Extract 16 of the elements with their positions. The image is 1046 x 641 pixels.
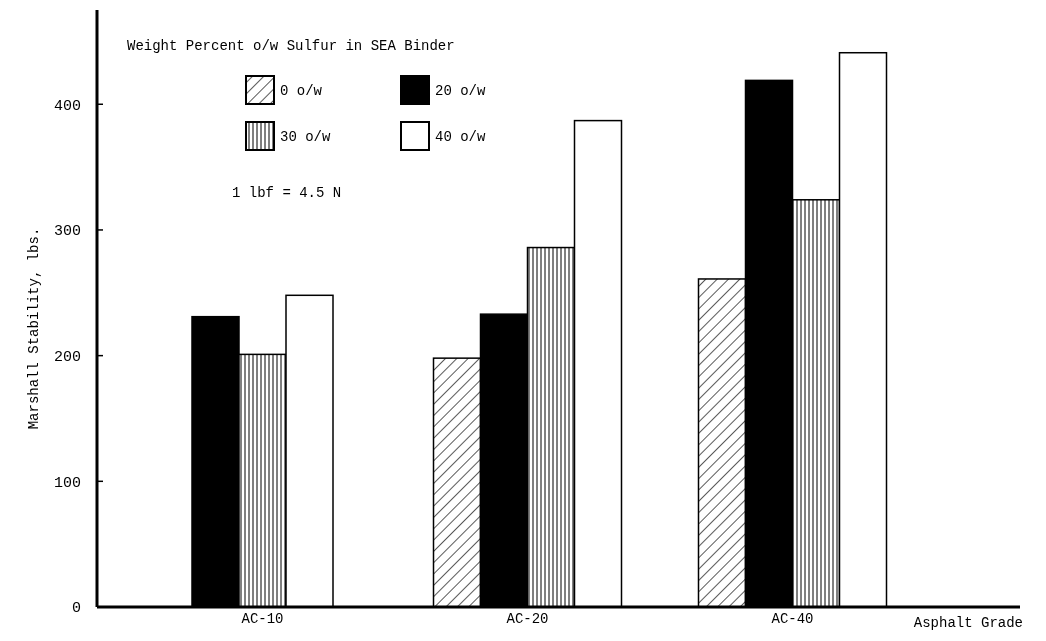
x-tick-label: AC-40 xyxy=(771,611,814,627)
y-tick-label: 200 xyxy=(53,348,81,366)
y-tick-label: 400 xyxy=(53,97,81,115)
legend-label: 40 o/w xyxy=(435,128,487,145)
annotation: 1 lbf = 4.5 N xyxy=(232,185,342,201)
legend-title: Weight Percent o/w Sulfur in SEA Binder xyxy=(127,38,455,54)
x-axis-title: Asphalt Grade xyxy=(913,615,1023,631)
legend-label: 0 o/w xyxy=(280,82,323,99)
y-axis-title: Marshall Stability, lbs. xyxy=(26,227,42,430)
y-tick-label: 100 xyxy=(53,474,81,492)
x-tick-label: AC-10 xyxy=(241,611,284,627)
y-tick-label: 300 xyxy=(53,223,81,241)
x-tick-label: AC-20 xyxy=(506,611,549,627)
legend-label: 30 o/w xyxy=(280,128,332,145)
legend-label: 20 o/w xyxy=(435,82,487,99)
y-tick-label: 0 xyxy=(71,600,81,618)
